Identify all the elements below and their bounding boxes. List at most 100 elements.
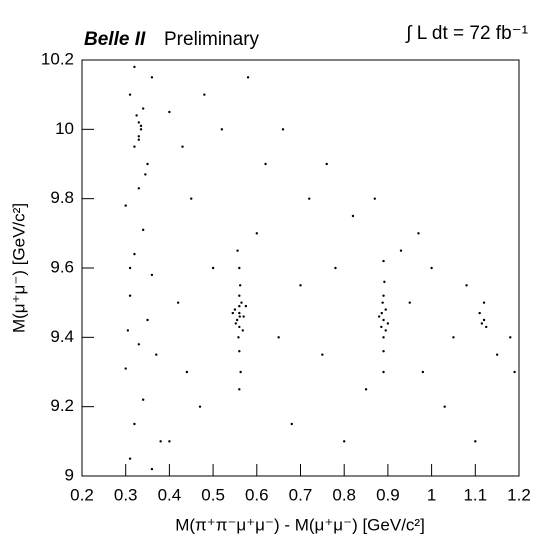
point [135, 114, 138, 117]
y-tick-label: 9.2 [50, 396, 74, 415]
point [238, 311, 241, 315]
point [452, 336, 455, 339]
point [141, 398, 145, 401]
point [159, 440, 162, 443]
point [146, 318, 149, 322]
point [384, 329, 387, 332]
point [238, 325, 241, 329]
point [240, 301, 243, 304]
point [137, 135, 141, 138]
point [299, 284, 302, 287]
point [137, 121, 141, 124]
point [231, 311, 234, 315]
point [144, 173, 147, 176]
point [168, 110, 171, 114]
point [238, 350, 241, 353]
point [386, 322, 390, 325]
point [133, 252, 136, 256]
point [242, 315, 245, 318]
point [238, 388, 241, 391]
point [141, 107, 145, 110]
point [321, 353, 324, 356]
point [380, 311, 383, 315]
point [485, 325, 488, 329]
point [133, 422, 136, 426]
point [128, 457, 132, 460]
x-axis-label: M(π⁺π⁻μ⁺μ⁻) - M(μ⁺μ⁻) [GeV/c²] [175, 515, 425, 534]
x-tick-label: 0.8 [332, 485, 356, 504]
point [124, 367, 127, 370]
point [181, 145, 184, 148]
point [382, 350, 385, 353]
point [137, 138, 141, 141]
point [237, 336, 240, 339]
point [155, 353, 158, 356]
x-tick-label: 1.1 [463, 485, 487, 504]
point [382, 336, 385, 339]
chart-title: Belle II [84, 29, 146, 50]
point [133, 65, 136, 69]
point [373, 197, 376, 200]
point [150, 273, 154, 277]
point [255, 232, 258, 235]
point [399, 249, 403, 252]
point [480, 322, 484, 325]
point [233, 308, 237, 311]
point [382, 318, 385, 322]
point [482, 318, 486, 322]
y-tick-label: 10.2 [41, 49, 74, 68]
point [128, 93, 132, 96]
point [238, 266, 241, 270]
point [482, 301, 486, 304]
point [377, 315, 381, 318]
point [137, 187, 141, 190]
point [381, 301, 384, 304]
x-tick-label: 0.9 [376, 485, 400, 504]
point [382, 370, 385, 374]
point [334, 266, 337, 270]
y-tick-label: 10 [55, 119, 74, 138]
x-tick-label: 0.3 [114, 485, 138, 504]
point [234, 322, 238, 325]
point [137, 343, 141, 346]
chart-subtitle: Preliminary [164, 29, 260, 50]
point [238, 315, 241, 318]
point [343, 440, 346, 443]
point [126, 329, 130, 332]
point [380, 325, 383, 329]
point [513, 370, 516, 374]
point [168, 440, 171, 443]
point [382, 294, 385, 297]
point [236, 249, 239, 252]
point [351, 214, 355, 218]
point [277, 336, 280, 339]
point [203, 93, 206, 96]
x-tick-label: 0.7 [289, 485, 313, 504]
point [281, 128, 285, 131]
x-tick-label: 1 [427, 485, 436, 504]
y-tick-label: 9.8 [50, 188, 74, 207]
point [443, 405, 446, 408]
point [185, 370, 189, 374]
point [408, 301, 411, 304]
x-tick-label: 0.2 [70, 485, 94, 504]
point [146, 162, 149, 166]
point [509, 336, 512, 339]
point [244, 304, 248, 308]
point [382, 259, 385, 263]
point [421, 370, 425, 374]
point [495, 353, 499, 356]
point [465, 284, 468, 287]
point [239, 370, 242, 374]
x-tick-label: 0.4 [158, 485, 182, 504]
point [384, 308, 387, 311]
point [246, 76, 250, 79]
point [235, 318, 239, 322]
point [238, 284, 242, 287]
plot-frame [81, 59, 520, 477]
x-tick-label: 0.5 [201, 485, 225, 504]
y-tick-label: 9 [65, 465, 74, 484]
annotation: ∫ L dt = 72 fb⁻¹ [405, 23, 528, 44]
x-tick-label: 1.2 [507, 485, 531, 504]
